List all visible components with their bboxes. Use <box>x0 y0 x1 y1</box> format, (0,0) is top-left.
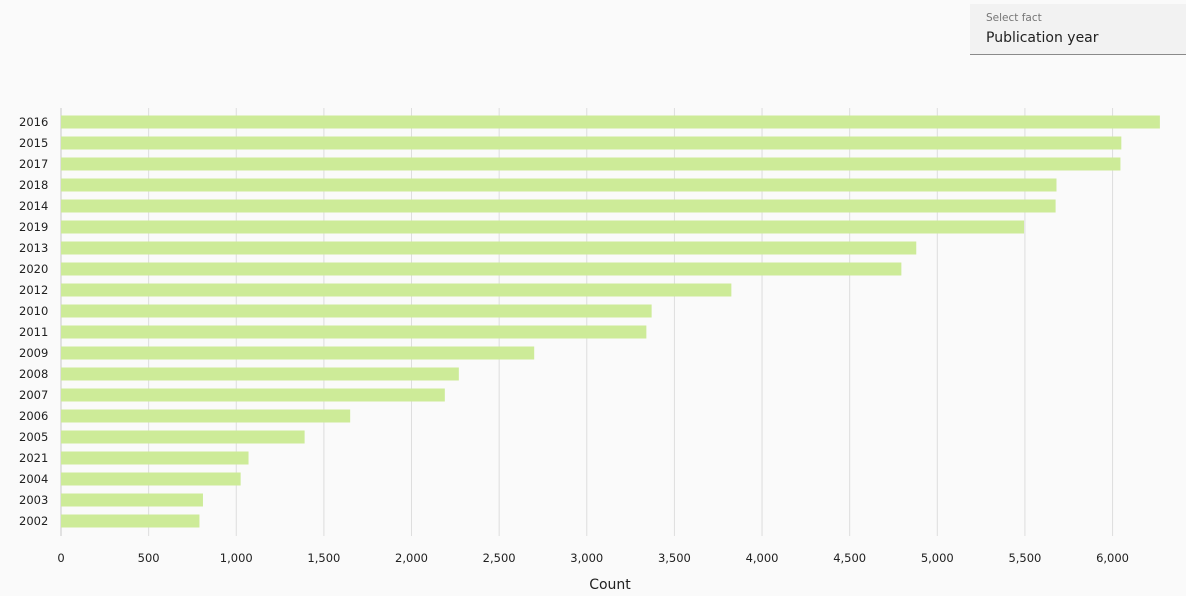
bar-2011[interactable] <box>61 325 647 339</box>
category-label-2021: 2021 <box>19 451 48 465</box>
gridlines <box>60 108 1114 536</box>
bar-2018[interactable] <box>61 178 1057 192</box>
bar-2005[interactable] <box>61 430 305 444</box>
category-label-2020: 2020 <box>19 262 48 276</box>
x-tick-label: 3,500 <box>658 551 691 565</box>
x-tick-label: 0 <box>57 551 64 565</box>
category-label-2006: 2006 <box>19 409 48 423</box>
fact-select-label: Select fact <box>986 12 1042 24</box>
category-labels: 2016 2015 2017 2018 2014 2019 2013 2020 2012 2010… <box>19 115 48 528</box>
category-label-2008: 2008 <box>19 367 48 381</box>
bar-2015[interactable] <box>61 136 1122 150</box>
category-label-2002: 2002 <box>19 514 48 528</box>
bar-2013[interactable] <box>61 241 917 255</box>
category-label-2017: 2017 <box>19 157 48 171</box>
x-tick-labels: 0 500 1,000 1,500 2,000 2,500 3,000 3,500 4,000 4… <box>57 551 1129 565</box>
bar-2016[interactable] <box>61 115 1160 129</box>
bar-2020[interactable] <box>61 262 902 276</box>
category-label-2014: 2014 <box>19 199 48 213</box>
category-label-2004: 2004 <box>19 472 48 486</box>
category-label-2003: 2003 <box>19 493 48 507</box>
x-tick-label: 2,000 <box>395 551 428 565</box>
bar-2021[interactable] <box>61 451 249 465</box>
x-tick-label: 3,000 <box>570 551 603 565</box>
bar-2010[interactable] <box>61 304 652 318</box>
bar-2006[interactable] <box>61 409 351 423</box>
category-label-2007: 2007 <box>19 388 48 402</box>
x-tick-label: 5,500 <box>1008 551 1041 565</box>
x-tick-label: 4,000 <box>746 551 779 565</box>
bar-2003[interactable] <box>61 493 203 507</box>
bar-2014[interactable] <box>61 199 1056 213</box>
category-label-2005: 2005 <box>19 430 48 444</box>
category-label-2019: 2019 <box>19 220 48 234</box>
bar-2002[interactable] <box>61 514 200 528</box>
x-tick-label: 6,000 <box>1096 551 1129 565</box>
bar-2008[interactable] <box>61 367 459 381</box>
fact-select[interactable]: Select fact Publication year <box>970 4 1186 55</box>
bars <box>61 115 1160 528</box>
bar-2004[interactable] <box>61 472 241 486</box>
category-label-2016: 2016 <box>19 115 48 129</box>
fact-select-value: Publication year <box>986 30 1099 46</box>
category-label-2009: 2009 <box>19 346 48 360</box>
x-tick-label: 500 <box>138 551 160 565</box>
bar-2007[interactable] <box>61 388 445 402</box>
category-label-2018: 2018 <box>19 178 48 192</box>
bar-2019[interactable] <box>61 220 1025 234</box>
bar-2012[interactable] <box>61 283 732 297</box>
category-label-2012: 2012 <box>19 283 48 297</box>
category-label-2010: 2010 <box>19 304 48 318</box>
category-label-2013: 2013 <box>19 241 48 255</box>
x-tick-label: 2,500 <box>483 551 516 565</box>
x-tick-label: 4,500 <box>833 551 866 565</box>
x-tick-label: 5,000 <box>921 551 954 565</box>
x-tick-label: 1,000 <box>220 551 253 565</box>
bar-2017[interactable] <box>61 157 1121 171</box>
x-axis-title: Count <box>589 577 631 593</box>
bar-2009[interactable] <box>61 346 535 360</box>
x-tick-label: 1,500 <box>307 551 340 565</box>
category-label-2011: 2011 <box>19 325 48 339</box>
category-label-2015: 2015 <box>19 136 48 150</box>
